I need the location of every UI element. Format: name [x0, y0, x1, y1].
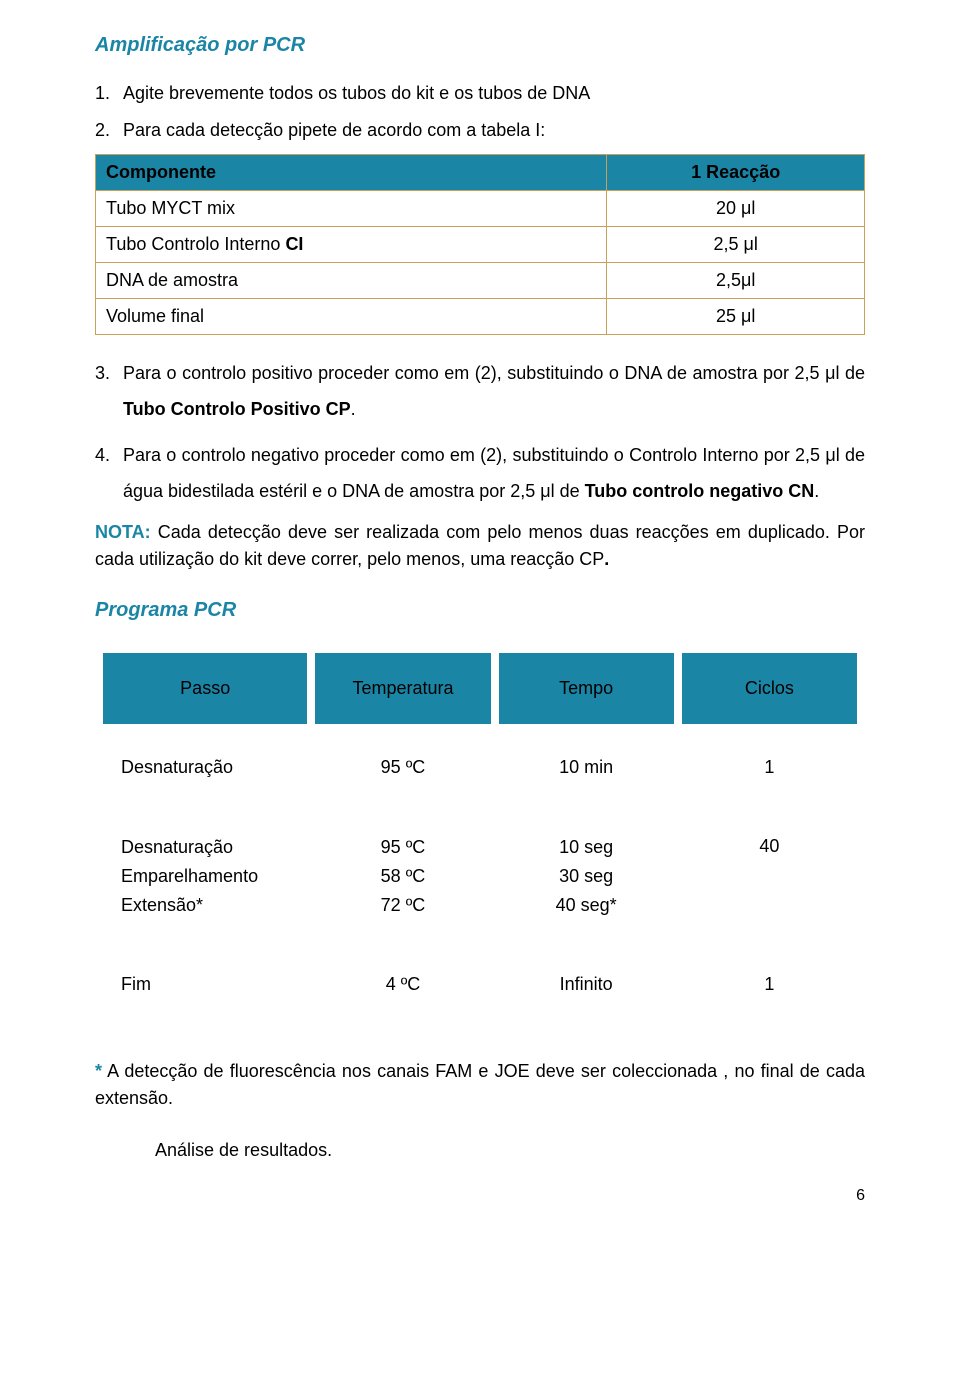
nota-paragraph: NOTA: Cada detecção deve ser realizada c…: [95, 519, 865, 573]
heading-program: Programa PCR: [95, 595, 865, 625]
table-row: DNA de amostra 2,5μl: [96, 263, 865, 299]
heading-amplification: Amplificação por PCR: [95, 30, 865, 60]
page-number: 6: [95, 1184, 865, 1208]
cell-comp: Tubo Controlo Interno CI: [96, 227, 607, 263]
cell-comp: DNA de amostra: [96, 263, 607, 299]
table-row: Desnaturação 95 ºC 10 min 1: [103, 732, 857, 803]
cell-line: Emparelhamento: [121, 862, 297, 891]
table-row: Tubo Controlo Interno CI 2,5 μl: [96, 227, 865, 263]
step-4-post: .: [814, 481, 819, 501]
step-1: 1.Agite brevemente todos os tubos do kit…: [123, 80, 865, 107]
cell-cycles: 40: [682, 811, 857, 941]
cell-temp: 95 ºC: [315, 732, 490, 803]
step-2: 2.Para cada detecção pipete de acordo co…: [123, 117, 865, 144]
step-3-pre: Para o controlo positivo proceder como e…: [123, 363, 865, 383]
table-header-row: Componente 1 Reacção: [96, 155, 865, 191]
table-row: Desnaturação Emparelhamento Extensão* 95…: [103, 811, 857, 941]
cell-line: 10 seg: [509, 833, 664, 862]
step-3: 3.Para o controlo positivo proceder como…: [123, 355, 865, 427]
step-4: 4.Para o controlo negativo proceder como…: [123, 437, 865, 509]
table-row: Fim 4 ºC Infinito 1: [103, 949, 857, 1020]
th-temperatura: Temperatura: [315, 653, 490, 724]
cell-time: 10 seg 30 seg 40 seg*: [499, 811, 674, 941]
program-table: Passo Temperatura Tempo Ciclos Desnatura…: [95, 645, 865, 1028]
footnote-text: A detecção de fluorescência nos canais F…: [95, 1061, 865, 1108]
step-3-bold: Tubo Controlo Positivo CP: [123, 399, 351, 419]
cell-time: Infinito: [499, 949, 674, 1020]
step-4-bold: Tubo controlo negativo CN: [585, 481, 815, 501]
nota-prefix: NOTA:: [95, 522, 151, 542]
th-tempo: Tempo: [499, 653, 674, 724]
cell-step: Desnaturação: [103, 732, 307, 803]
cell-temp: 95 ºC 58 ºC 72 ºC: [315, 811, 490, 941]
step-3-post: .: [351, 399, 356, 419]
cell-line: 30 seg: [509, 862, 664, 891]
cell-val: 20 μl: [607, 191, 865, 227]
step-1-number: 1.: [95, 80, 123, 107]
th-passo: Passo: [103, 653, 307, 724]
cell-cycles: 1: [682, 732, 857, 803]
footnote-star: *: [95, 1061, 102, 1081]
cell-line: 58 ºC: [325, 862, 480, 891]
table-header-row: Passo Temperatura Tempo Ciclos: [103, 653, 857, 724]
cell-time: 10 min: [499, 732, 674, 803]
cell-line: 40 seg*: [509, 891, 664, 920]
cell-val: 2,5μl: [607, 263, 865, 299]
th-reaccao: 1 Reacção: [607, 155, 865, 191]
cell-line: Desnaturação: [121, 833, 297, 862]
cell-text: Tubo Controlo Interno: [106, 234, 285, 254]
cell-val: 25 μl: [607, 299, 865, 335]
cell-step: Fim: [103, 949, 307, 1020]
step-1-text: Agite brevemente todos os tubos do kit e…: [123, 83, 590, 103]
step-2-text: Para cada detecção pipete de acordo com …: [123, 120, 545, 140]
cell-line: 95 ºC: [325, 833, 480, 862]
step-2-number: 2.: [95, 117, 123, 144]
table-row: Volume final 25 μl: [96, 299, 865, 335]
cell-comp: Tubo MYCT mix: [96, 191, 607, 227]
cell-cycles: 1: [682, 949, 857, 1020]
th-ciclos: Ciclos: [682, 653, 857, 724]
cell-step: Desnaturação Emparelhamento Extensão*: [103, 811, 307, 941]
nota-text: Cada detecção deve ser realizada com pel…: [95, 522, 865, 569]
cell-bold: CI: [285, 234, 303, 254]
analysis-line: Análise de resultados.: [155, 1137, 865, 1164]
component-table: Componente 1 Reacção Tubo MYCT mix 20 μl…: [95, 154, 865, 335]
cell-comp: Volume final: [96, 299, 607, 335]
cell-line: Extensão*: [121, 891, 297, 920]
th-componente: Componente: [96, 155, 607, 191]
cell-line: 72 ºC: [325, 891, 480, 920]
nota-dot: .: [604, 549, 609, 569]
cell-val: 2,5 μl: [607, 227, 865, 263]
cell-temp: 4 ºC: [315, 949, 490, 1020]
step-3-number: 3.: [95, 355, 123, 391]
footnote: * A detecção de fluorescência nos canais…: [95, 1058, 865, 1112]
step-4-number: 4.: [95, 437, 123, 473]
program-table-wrap: Passo Temperatura Tempo Ciclos Desnatura…: [95, 645, 865, 1028]
table-row: Tubo MYCT mix 20 μl: [96, 191, 865, 227]
